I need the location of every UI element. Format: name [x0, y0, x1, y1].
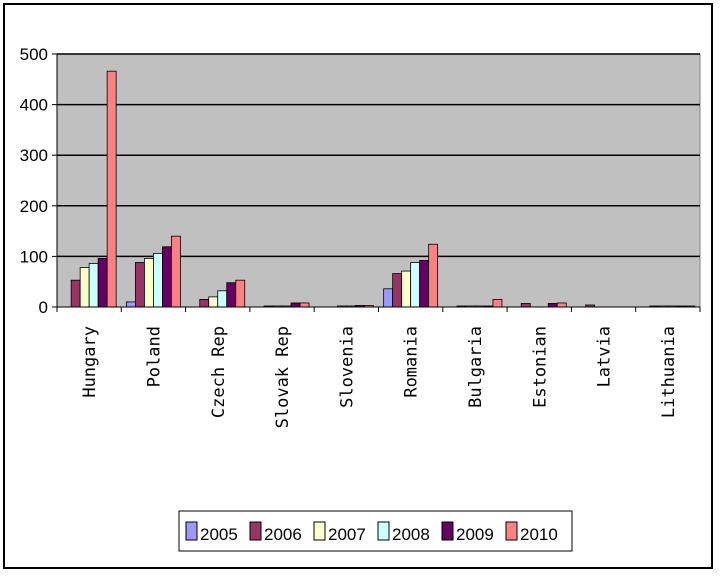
legend-swatch-2006	[249, 521, 262, 541]
bar-2010-romania	[428, 243, 439, 308]
bar-2007-romania	[401, 270, 412, 308]
bar-2008-romania	[410, 262, 421, 308]
bar-2008-poland	[153, 252, 163, 308]
bar-2006-romania	[392, 273, 403, 308]
bar-2006-poland	[135, 262, 145, 308]
legend-label-2006: 2006	[264, 525, 302, 544]
x-tick-label: Estonian	[530, 326, 550, 408]
bar-2009-hungary	[97, 258, 108, 308]
bar-2010-hungary	[106, 70, 117, 308]
bar-2010-bulgaria	[492, 299, 503, 308]
x-tick-label: Romania	[402, 326, 422, 398]
y-tick-label: 200	[20, 197, 48, 216]
bar-2010-estonian	[556, 302, 567, 308]
legend-label-2009: 2009	[456, 525, 494, 544]
x-tick-label: Bulgaria	[466, 326, 486, 408]
x-tick-label: Slovenia	[337, 326, 357, 408]
legend-swatch-2007	[313, 521, 326, 541]
bar-2009-poland	[162, 246, 172, 308]
x-axis-ticks: Hungary Poland Czech Rep Slovak Rep Slovenia…	[56, 307, 701, 428]
bar-2010-poland	[171, 235, 181, 308]
bar-2009-romania	[419, 260, 430, 308]
legend: 2005 2006 2007 2008 2009 2010	[178, 510, 573, 552]
bar-2008-czech-rep	[217, 290, 228, 308]
legend-swatch-2009	[441, 521, 454, 541]
x-tick-label: Lithuania	[659, 326, 679, 418]
bar-2005-romania	[383, 288, 394, 308]
bar-2006-hungary	[70, 279, 81, 308]
x-tick-label: Poland	[144, 326, 164, 387]
legend-label-2008: 2008	[392, 525, 430, 544]
y-tick-label: 300	[20, 146, 48, 165]
x-tick-label: Latvia	[595, 326, 615, 387]
legend-swatch-2005	[185, 521, 198, 541]
bar-2006-czech-rep	[199, 299, 210, 308]
y-tick-label: 500	[20, 45, 48, 64]
y-axis-ticks: 0 100 200 300 400 500	[20, 45, 57, 317]
legend-swatch-2010	[505, 521, 518, 541]
bar-2010-slovak-rep	[299, 302, 310, 308]
x-tick-label: Slovak Rep	[273, 326, 293, 428]
legend-swatch-2008	[377, 521, 390, 541]
bar-2005-poland	[126, 301, 136, 308]
bar-2009-slovak-rep	[290, 302, 301, 308]
bar-2010-czech-rep	[235, 279, 246, 308]
legend-label-2010: 2010	[520, 525, 558, 544]
legend-label-2007: 2007	[328, 525, 366, 544]
bar-2006-estonian	[520, 303, 531, 308]
legend-label-2005: 2005	[200, 525, 238, 544]
bar-2009-estonian	[547, 303, 558, 308]
bar-2008-hungary	[88, 263, 99, 308]
bar-2009-czech-rep	[226, 282, 237, 308]
y-tick-label: 0	[39, 298, 48, 317]
bar-2007-czech-rep	[208, 296, 219, 308]
x-tick-label: Hungary	[80, 326, 100, 398]
y-tick-label: 100	[20, 247, 48, 266]
bar-2007-hungary	[79, 267, 90, 308]
y-tick-label: 400	[20, 96, 48, 115]
x-tick-label: Czech Rep	[209, 326, 229, 418]
bar-2007-poland	[144, 258, 154, 308]
